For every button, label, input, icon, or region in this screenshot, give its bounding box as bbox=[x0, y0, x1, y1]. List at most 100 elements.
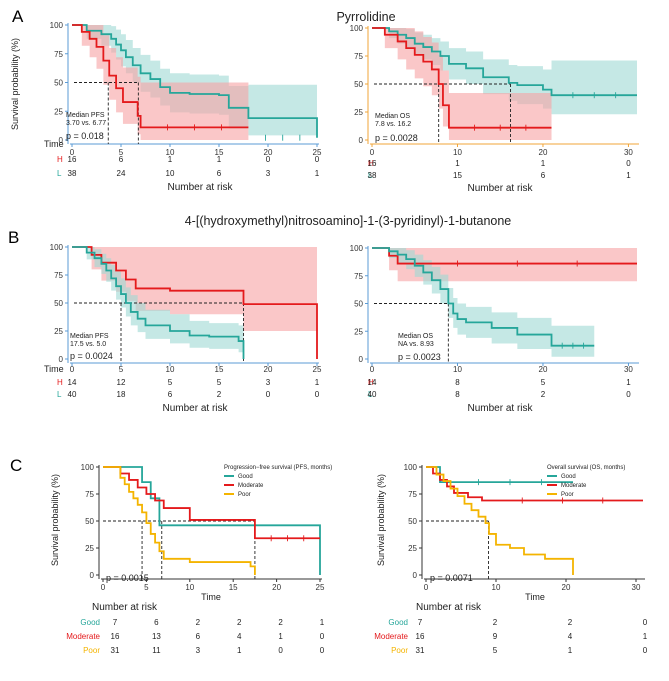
risk-value: 0 bbox=[626, 390, 631, 399]
median-values: 17.5 vs. 5.0 bbox=[70, 341, 106, 348]
x-tick-label: 30 bbox=[632, 583, 641, 592]
risk-value: 40 bbox=[368, 390, 377, 399]
y-tick-label: 0 bbox=[59, 355, 64, 364]
risk-row-label: H bbox=[368, 378, 374, 387]
panel-title-b: 4-[(hydroxymethyl)nitrosoamino]-1-(3-pyr… bbox=[185, 214, 512, 228]
risk-value: 7 bbox=[418, 618, 423, 627]
risk-value: 2 bbox=[196, 618, 201, 627]
risk-value: 0 bbox=[266, 390, 271, 399]
risk-row-label: Moderate bbox=[374, 632, 408, 641]
legend-label-good: Good bbox=[238, 474, 253, 480]
x-tick-label: 0 bbox=[101, 583, 106, 592]
risk-value: 5 bbox=[168, 378, 173, 387]
x-axis-label: Time bbox=[525, 592, 545, 602]
y-tick-label: 75 bbox=[54, 271, 63, 280]
x-tick-label: 0 bbox=[424, 583, 429, 592]
risk-row-label: H bbox=[368, 159, 374, 168]
y-tick-label: 0 bbox=[90, 571, 95, 580]
risk-value: 0 bbox=[643, 618, 648, 627]
legend-title: Progression−free survival (PFS, months) bbox=[224, 465, 332, 471]
legend-title: Overall survival (OS, months) bbox=[547, 465, 625, 471]
risk-value: 1 bbox=[626, 171, 631, 180]
risk-value: 2 bbox=[541, 390, 546, 399]
x-tick-label: 20 bbox=[539, 365, 548, 374]
risk-time-header: Time bbox=[44, 364, 64, 374]
risk-value: 2 bbox=[237, 618, 242, 627]
y-tick-label: 50 bbox=[354, 80, 363, 89]
risk-value: 14 bbox=[68, 378, 77, 387]
y-tick-label: 25 bbox=[54, 327, 63, 336]
risk-value: 4 bbox=[237, 632, 242, 641]
risk-value: 1 bbox=[541, 159, 546, 168]
y-tick-label: 75 bbox=[408, 490, 417, 499]
x-tick-label: 10 bbox=[453, 365, 462, 374]
risk-value: 12 bbox=[117, 378, 126, 387]
legend-label-poor: Poor bbox=[561, 492, 574, 498]
risk-value: 1 bbox=[237, 646, 242, 655]
p-value: p = 0.0023 bbox=[398, 352, 441, 362]
x-tick-label: 30 bbox=[624, 365, 633, 374]
risk-value: 6 bbox=[119, 155, 124, 164]
risk-value: 1 bbox=[455, 159, 460, 168]
y-tick-label: 100 bbox=[50, 21, 64, 30]
median-label: Median OS bbox=[375, 113, 410, 120]
risk-value: 11 bbox=[152, 646, 161, 655]
km-curve-l bbox=[72, 246, 245, 359]
p-value: p = 0.0024 bbox=[70, 351, 113, 361]
x-tick-label: 20 bbox=[264, 148, 273, 157]
x-tick-label: 20 bbox=[539, 148, 548, 157]
y-axis-label: Survival probability (%) bbox=[10, 38, 20, 130]
risk-row-label: Good bbox=[80, 618, 100, 627]
y-tick-label: 50 bbox=[408, 517, 417, 526]
km-curve-poor bbox=[103, 466, 256, 575]
x-tick-label: 0 bbox=[370, 365, 375, 374]
x-tick-label: 25 bbox=[313, 365, 322, 374]
x-tick-label: 20 bbox=[264, 365, 273, 374]
risk-value: 3 bbox=[196, 646, 201, 655]
median-values: NA vs. 8.93 bbox=[398, 341, 434, 348]
risk-value: 3 bbox=[266, 378, 271, 387]
risk-value: 31 bbox=[111, 646, 120, 655]
km-curve-l bbox=[372, 247, 595, 347]
risk-value: 0 bbox=[278, 646, 283, 655]
risk-row-label: Moderate bbox=[66, 632, 100, 641]
legend-label-moderate: Moderate bbox=[561, 483, 587, 489]
x-tick-label: 0 bbox=[70, 365, 75, 374]
risk-value: 14 bbox=[368, 378, 377, 387]
y-tick-label: 0 bbox=[59, 136, 64, 145]
panel-title-a: Pyrrolidine bbox=[336, 10, 395, 24]
risk-value: 0 bbox=[626, 159, 631, 168]
y-tick-label: 100 bbox=[50, 243, 64, 252]
y-axis-label: Survival probability (%) bbox=[50, 474, 60, 566]
km-curve-h bbox=[72, 24, 249, 129]
risk-value: 2 bbox=[493, 618, 498, 627]
legend-label-poor: Poor bbox=[238, 492, 251, 498]
y-tick-label: 100 bbox=[350, 244, 364, 253]
x-tick-label: 10 bbox=[453, 148, 462, 157]
y-tick-label: 50 bbox=[54, 299, 63, 308]
risk-value: 6 bbox=[154, 618, 159, 627]
median-values: 3.70 vs. 6.77 bbox=[66, 120, 106, 127]
y-tick-label: 50 bbox=[354, 300, 363, 309]
risk-value: 1 bbox=[643, 632, 648, 641]
x-tick-label: 25 bbox=[313, 148, 322, 157]
y-tick-label: 50 bbox=[54, 79, 63, 88]
risk-value: 1 bbox=[217, 155, 222, 164]
risk-value: 9 bbox=[493, 632, 498, 641]
x-tick-label: 5 bbox=[119, 148, 124, 157]
y-tick-label: 25 bbox=[354, 327, 363, 336]
x-tick-label: 15 bbox=[229, 583, 238, 592]
legend-label-moderate: Moderate bbox=[238, 483, 264, 489]
x-tick-label: 0 bbox=[70, 148, 75, 157]
panel-letter-a: A bbox=[12, 7, 24, 26]
y-axis-label: Survival probability (%) bbox=[376, 474, 386, 566]
risk-value: 0 bbox=[266, 155, 271, 164]
risk-value: 40 bbox=[68, 390, 77, 399]
p-value: p = 0.0028 bbox=[375, 133, 418, 143]
y-tick-label: 100 bbox=[350, 24, 364, 33]
risk-table-title: Number at risk bbox=[467, 403, 533, 414]
